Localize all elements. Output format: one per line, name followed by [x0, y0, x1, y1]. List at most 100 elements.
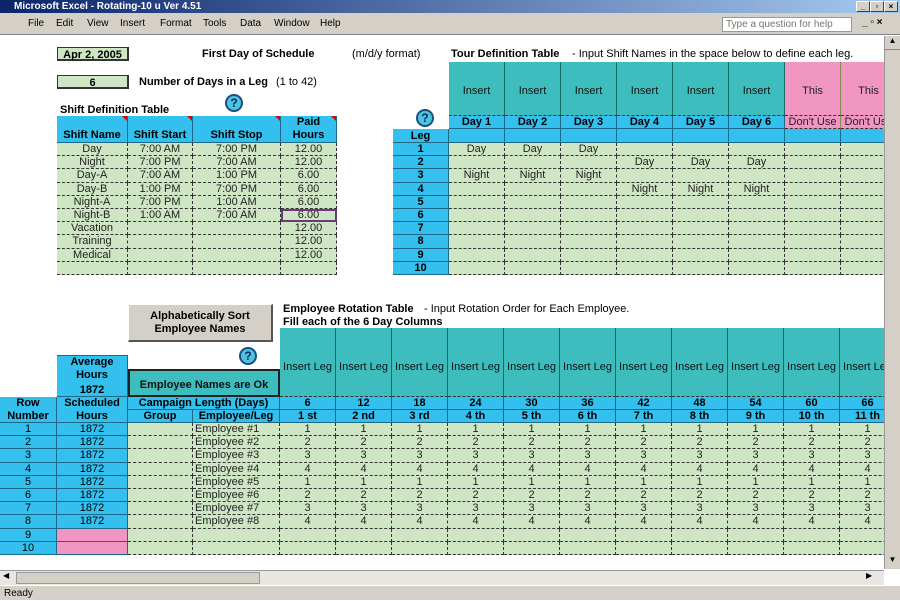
rotation-cell[interactable]	[560, 541, 616, 555]
rotation-cell[interactable]	[672, 541, 728, 555]
rotation-cell[interactable]: 4	[280, 462, 336, 476]
employee-name[interactable]: Employee #2	[193, 436, 280, 450]
rotation-cell[interactable]: 3	[392, 502, 448, 516]
tour-cell[interactable]	[673, 143, 729, 157]
menu-insert[interactable]: Insert	[120, 18, 146, 29]
tour-cell[interactable]: Night	[673, 182, 729, 196]
days-in-leg-input[interactable]: 6	[57, 75, 129, 89]
tour-cell[interactable]: Night	[505, 169, 561, 183]
shift-cell[interactable]: 7:00 AM	[193, 209, 281, 223]
shift-cell[interactable]: 7:00 AM	[128, 169, 193, 183]
shift-cell[interactable]	[193, 261, 281, 275]
tour-cell[interactable]: Day	[673, 156, 729, 170]
tour-cell[interactable]	[673, 261, 729, 275]
rotation-cell[interactable]: 1	[336, 475, 392, 489]
shift-cell[interactable]	[128, 235, 193, 249]
rotation-cell[interactable]: 3	[616, 449, 672, 463]
tour-cell[interactable]	[673, 195, 729, 209]
restore-button[interactable]: ▫	[870, 1, 884, 12]
rotation-cell[interactable]: 1	[784, 423, 840, 437]
rotation-cell[interactable]: 4	[448, 462, 504, 476]
employee-name[interactable]: Employee #3	[193, 449, 280, 463]
tour-cell[interactable]: Night	[449, 169, 505, 183]
shift-cell[interactable]: 12.00	[281, 156, 337, 170]
rotation-cell[interactable]: 4	[336, 515, 392, 529]
rotation-cell[interactable]: 1	[560, 475, 616, 489]
rotation-cell[interactable]: 4	[672, 462, 728, 476]
menu-edit[interactable]: Edit	[56, 18, 74, 29]
rotation-cell[interactable]: 1	[672, 423, 728, 437]
rotation-cell[interactable]: 1	[728, 423, 784, 437]
menu-format[interactable]: Format	[160, 18, 192, 29]
shift-cell[interactable]	[193, 222, 281, 236]
rotation-cell[interactable]: 2	[560, 489, 616, 503]
close-button[interactable]: ×	[884, 1, 898, 12]
tour-cell[interactable]	[561, 209, 617, 223]
employee-name[interactable]: Employee #4	[193, 462, 280, 476]
tour-cell[interactable]	[505, 235, 561, 249]
rotation-cell[interactable]: 3	[728, 502, 784, 516]
rotation-cell[interactable]: 2	[616, 489, 672, 503]
shift-cell[interactable]: Day-A	[57, 169, 128, 183]
shift-cell[interactable]	[193, 235, 281, 249]
menu-view[interactable]: View	[87, 18, 109, 29]
tour-cell[interactable]	[449, 182, 505, 196]
rotation-cell[interactable]: 2	[560, 436, 616, 450]
first-day-input[interactable]: Apr 2, 2005	[57, 47, 129, 61]
group-cell[interactable]	[128, 541, 193, 555]
rotation-cell[interactable]	[280, 528, 336, 542]
shift-cell[interactable]: 7:00 PM	[193, 143, 281, 157]
tour-cell[interactable]	[505, 261, 561, 275]
rotation-cell[interactable]: 4	[784, 515, 840, 529]
help-icon[interactable]: ?	[225, 94, 243, 112]
rotation-cell[interactable]: 2	[504, 436, 560, 450]
tour-cell[interactable]	[729, 222, 785, 236]
group-cell[interactable]	[128, 475, 193, 489]
worksheet[interactable]: Apr 2, 2005 First Day of Schedule (m/d/y f…	[0, 36, 897, 570]
tour-cell[interactable]	[449, 195, 505, 209]
rotation-cell[interactable]: 1	[784, 475, 840, 489]
rotation-cell[interactable]: 3	[448, 449, 504, 463]
rotation-cell[interactable]	[672, 528, 728, 542]
rotation-cell[interactable]	[616, 541, 672, 555]
tour-cell[interactable]	[785, 143, 841, 157]
help-search-input[interactable]	[722, 17, 852, 32]
tour-cell[interactable]: Night	[561, 169, 617, 183]
tour-cell[interactable]	[505, 248, 561, 262]
employee-name[interactable]: Employee #1	[193, 423, 280, 437]
rotation-cell[interactable]: 1	[392, 475, 448, 489]
rotation-cell[interactable]: 4	[560, 515, 616, 529]
scroll-thumb[interactable]	[16, 572, 260, 584]
tour-cell[interactable]	[729, 195, 785, 209]
rotation-cell[interactable]: 2	[672, 436, 728, 450]
tour-cell[interactable]	[505, 222, 561, 236]
tour-cell[interactable]	[617, 235, 673, 249]
menu-tools[interactable]: Tools	[203, 18, 227, 29]
rotation-cell[interactable]: 3	[392, 449, 448, 463]
employee-name[interactable]	[193, 541, 280, 555]
employee-name[interactable]: Employee #7	[193, 502, 280, 516]
shift-cell[interactable]	[57, 261, 128, 275]
horizontal-scrollbar[interactable]: ◀ ▶	[0, 570, 884, 585]
tour-cell[interactable]	[673, 222, 729, 236]
rotation-cell[interactable]: 4	[392, 462, 448, 476]
shift-cell[interactable]: 6.00	[281, 182, 337, 196]
tour-cell[interactable]	[785, 222, 841, 236]
rotation-cell[interactable]: 2	[672, 489, 728, 503]
rotation-cell[interactable]: 1	[280, 423, 336, 437]
rotation-cell[interactable]	[784, 528, 840, 542]
tour-cell[interactable]	[617, 261, 673, 275]
rotation-cell[interactable]	[336, 541, 392, 555]
tour-cell[interactable]	[785, 235, 841, 249]
scroll-left-icon[interactable]: ◀	[3, 571, 10, 580]
tour-cell[interactable]	[673, 169, 729, 183]
rotation-cell[interactable]: 1	[672, 475, 728, 489]
menu-window[interactable]: Window	[274, 18, 310, 29]
tour-cell[interactable]	[561, 222, 617, 236]
shift-cell[interactable]: 12.00	[281, 143, 337, 157]
tour-cell[interactable]	[449, 156, 505, 170]
rotation-cell[interactable]	[280, 541, 336, 555]
rotation-cell[interactable]	[336, 528, 392, 542]
tour-cell[interactable]	[449, 222, 505, 236]
shift-cell[interactable]: 1:00 AM	[128, 209, 193, 223]
